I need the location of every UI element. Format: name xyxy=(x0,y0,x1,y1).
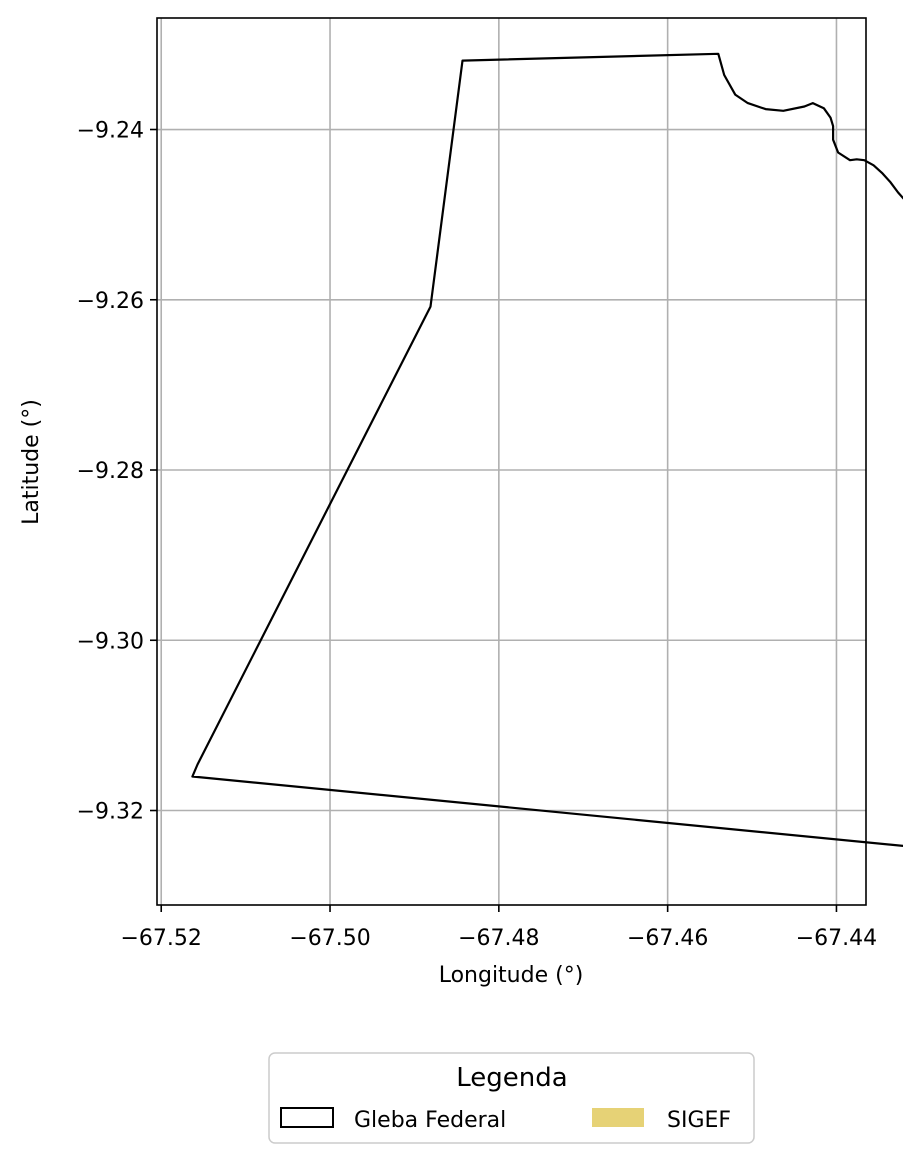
x-axis-label: Longitude (°) xyxy=(439,963,584,988)
legend-swatch-sigef xyxy=(592,1108,644,1127)
x-tick-label: −67.46 xyxy=(627,926,708,951)
y-tick-label: −9.30 xyxy=(77,629,144,654)
x-tick-label: −67.50 xyxy=(289,926,370,951)
axes-frame xyxy=(156,17,867,906)
y-axis-ticks: −9.24 −9.26 −9.28 −9.30 −9.32 xyxy=(77,119,157,825)
x-tick-label: −67.48 xyxy=(458,926,539,951)
plot-area: −67.52 −67.50 −67.48 −67.46 −67.44 −9.24−9.2… xyxy=(77,17,903,951)
legend: Legenda Gleba Federal SIGEF xyxy=(268,1052,755,1144)
y-axis-label: Latitude (°) xyxy=(19,399,44,525)
legend-label-gleba-federal: Gleba Federal xyxy=(354,1108,506,1133)
x-tick-label: −67.52 xyxy=(121,926,202,951)
legend-title: Legenda xyxy=(456,1063,567,1093)
legend-label-sigef: SIGEF xyxy=(667,1108,731,1133)
grid-lines xyxy=(157,18,866,905)
legend-swatch-gleba-federal xyxy=(280,1107,334,1128)
x-axis-ticks: −67.52 −67.50 −67.48 −67.46 −67.44 xyxy=(121,905,877,951)
y-tick-label: −9.24 xyxy=(77,119,144,144)
y-tick-label: −9.26 xyxy=(77,289,144,314)
y-tick-label: −9.28 xyxy=(77,459,144,484)
y-tick-label: −9.32 xyxy=(77,800,144,825)
gleba-federal-outline xyxy=(191,52,903,847)
x-tick-label: −67.44 xyxy=(796,926,877,951)
